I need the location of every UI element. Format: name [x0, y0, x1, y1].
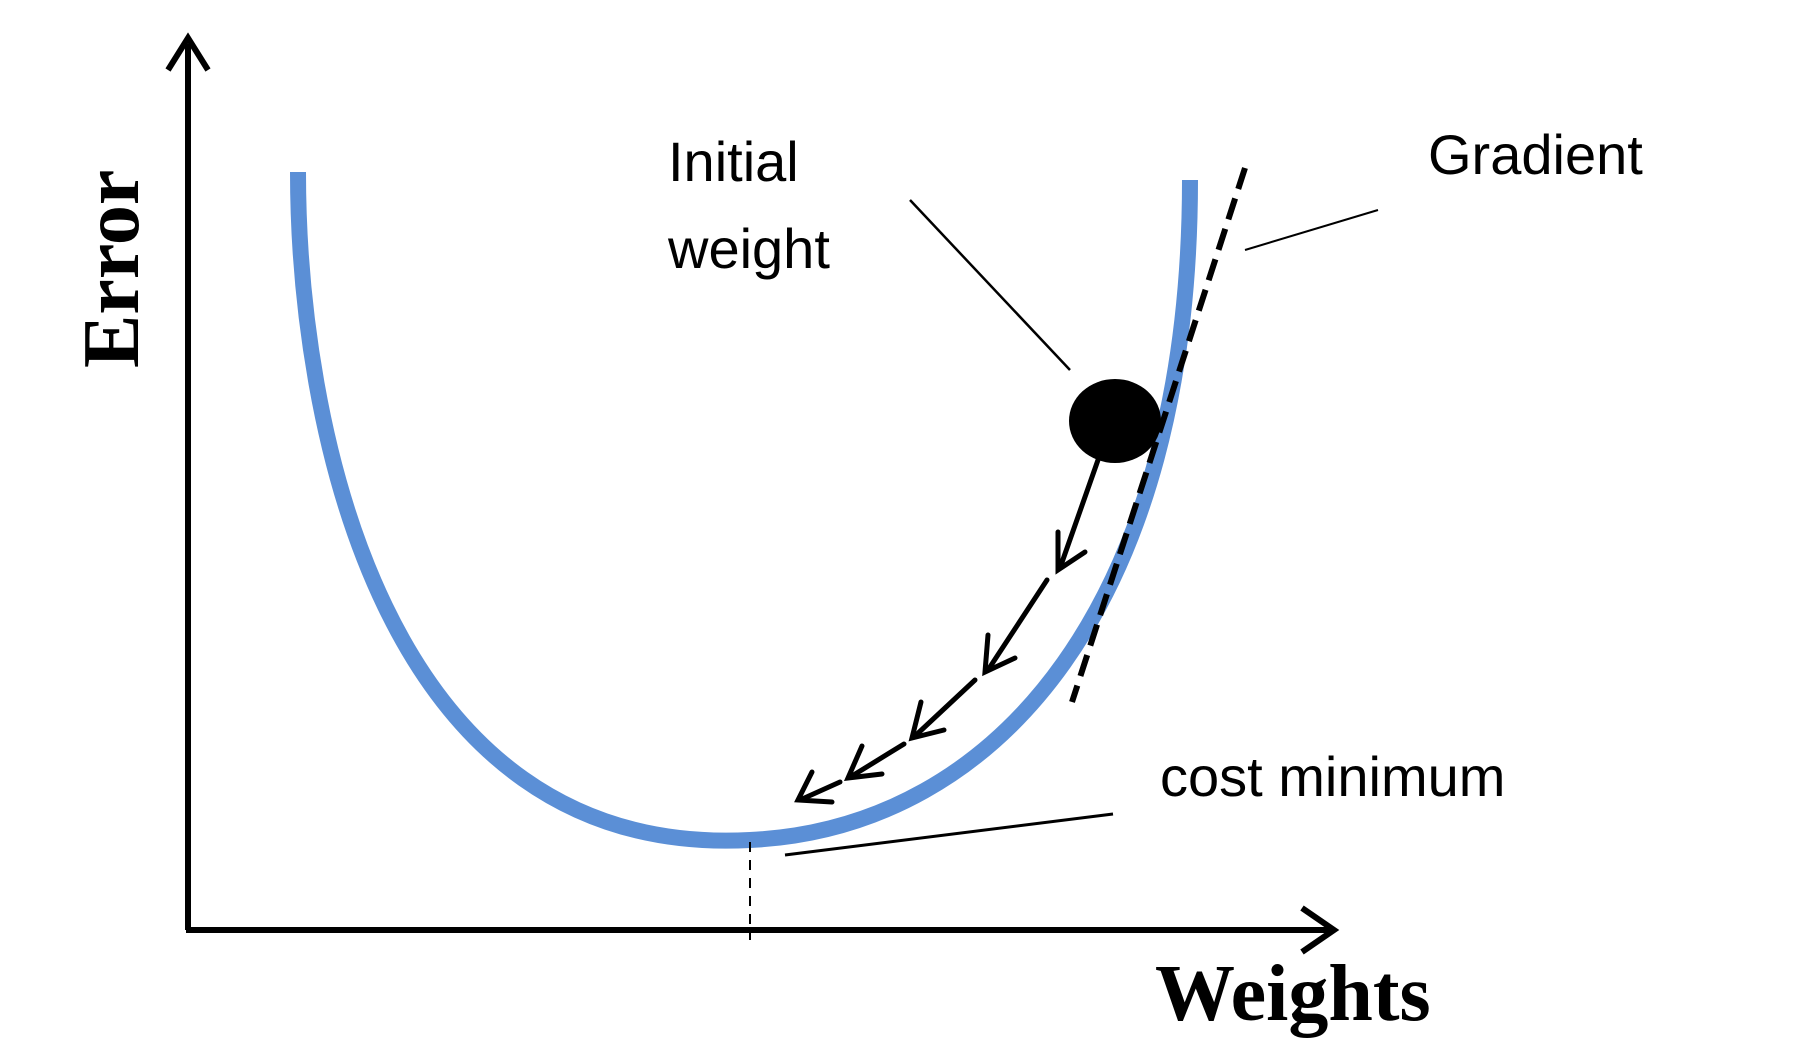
descent-step-arrow [797, 779, 843, 803]
initial-weight-ball [1069, 379, 1161, 463]
initial-weight-leader-line [909, 199, 1071, 371]
x-axis-label: Weights [1155, 950, 1431, 1038]
descent-steps [794, 457, 1101, 805]
descent-step-arrow [985, 577, 1050, 673]
gradient-leader-line [1244, 209, 1379, 251]
descent-step-arrowhead [908, 699, 947, 742]
descent-step-arrowhead [843, 743, 885, 781]
y-axis [165, 32, 211, 930]
descent-step-arrowhead [1055, 529, 1088, 575]
descent-step-arrowhead [794, 769, 835, 805]
initial-weight-label-line1: Initial [668, 130, 799, 193]
initial-weight-label-line2: weight [667, 217, 830, 280]
error-curve [290, 171, 1198, 849]
cost-minimum-leader-line [784, 812, 1114, 857]
y-axis-arrowhead [165, 32, 211, 72]
y-axis-label: Error [68, 170, 156, 368]
x-axis-arrowhead [1300, 905, 1340, 955]
descent-step-arrow [1057, 457, 1101, 571]
gradient-label: Gradient [1428, 123, 1643, 186]
descent-step-arrow [849, 741, 907, 779]
cost-minimum-label: cost minimum [1160, 745, 1505, 808]
descent-step-arrowhead [982, 632, 1018, 677]
gradient-tangent-line [1069, 167, 1248, 703]
descent-step-arrow [912, 677, 978, 739]
x-axis [186, 905, 1340, 955]
